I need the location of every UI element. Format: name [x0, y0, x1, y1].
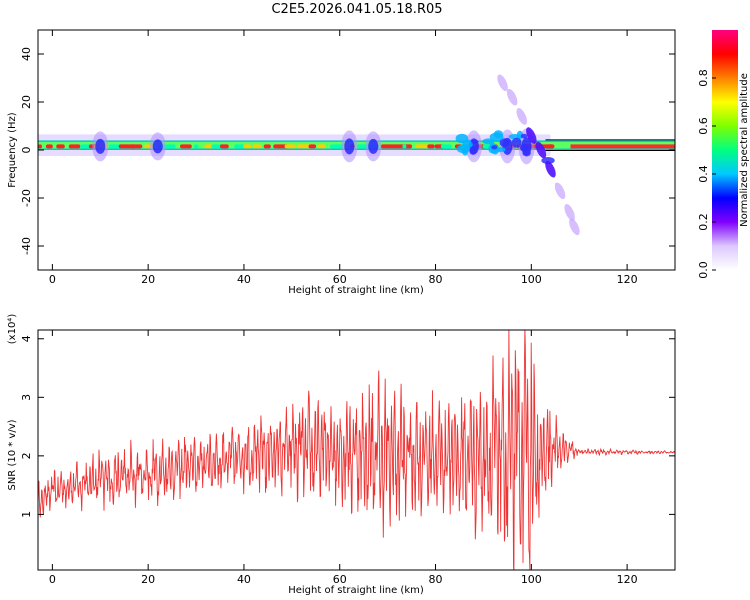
chart-title: C2E5.2026.041.05.18.R05: [271, 2, 442, 17]
spectrogram-cell: [180, 144, 192, 149]
spectrogram-x-label: Height of straight line (km): [288, 285, 424, 296]
colorbar: 0.0 0.2 0.4 0.6 0.8 Normalized spectral ampl…: [697, 30, 750, 279]
spectrogram-cell: [219, 144, 229, 149]
spectrogram-xtick-label: 20: [141, 273, 155, 286]
spectrogram-cell: [489, 132, 504, 142]
spectrogram-burst-core: [368, 138, 379, 154]
spectrogram-cell: [165, 144, 176, 149]
snr-x-axis: 0 20 40 60 80 100 120: [49, 330, 638, 586]
spectrogram-xtick-label: 0: [49, 273, 56, 286]
spectrogram-sweep-point: [569, 218, 580, 236]
spectrogram-cell: [408, 144, 413, 149]
spectrogram-cell: [68, 144, 81, 149]
spectrogram-cell: [519, 143, 528, 152]
spectrogram-xtick-label: 60: [333, 273, 347, 286]
colorbar-tick-label: 0.6: [697, 117, 710, 135]
snr-xtick-label: 40: [237, 573, 251, 586]
spectrogram-ytick-label: 0: [20, 147, 33, 154]
spectrogram-sweep-point: [554, 182, 566, 200]
snr-xtick-label: 120: [617, 573, 638, 586]
spectrogram-marks: [38, 74, 675, 236]
spectrogram-panel: 0 20 40 60 80 100 120 -40 -20 0 20 40 Height of st…: [7, 29, 676, 296]
colorbar-ticks: 0.0 0.2 0.4 0.6 0.8: [697, 69, 716, 279]
colorbar-gradient: [712, 30, 738, 270]
spectrogram-cell: [45, 144, 53, 149]
spectrogram-xtick-label: 80: [429, 273, 443, 286]
colorbar-tick-label: 0.2: [697, 213, 710, 231]
spectrogram-sweep-point: [545, 160, 556, 178]
snr-ytick-label: 2: [20, 452, 33, 459]
spectrogram-cell: [284, 144, 296, 149]
spectrogram-sweep-point: [516, 108, 527, 125]
spectrogram-cell: [546, 144, 554, 149]
spectrogram-xtick-label: 40: [237, 273, 251, 286]
spectrogram-cell: [234, 144, 246, 149]
spectrogram-cell: [317, 144, 326, 149]
spectrogram-x-axis: 0 20 40 60 80 100 120: [49, 30, 638, 286]
snr-xtick-label: 60: [333, 573, 347, 586]
spectrogram-cell: [520, 133, 528, 139]
spectrogram-cell: [252, 144, 262, 149]
colorbar-tick-label: 0.4: [697, 165, 710, 183]
spectrogram-cell: [243, 144, 252, 149]
spectrogram-y-label: Frequency (Hz): [7, 112, 18, 188]
spectrogram-cell: [193, 144, 199, 149]
spectrogram-ytick-label: -40: [20, 237, 33, 255]
spectrogram-sweep-point: [535, 141, 547, 159]
spectrogram-sweep-point: [564, 204, 575, 221]
spectrogram-xtick-label: 120: [617, 273, 638, 286]
spectrogram-ytick-label: 20: [20, 95, 33, 109]
spectrogram-xtick-label: 100: [521, 273, 542, 286]
snr-y-axis: 1 2 3 4: [20, 335, 675, 518]
spectrogram-cell: [499, 138, 510, 147]
spectrogram-sweep-point: [526, 127, 537, 144]
spectrogram-cell: [56, 144, 65, 149]
spectrogram-cell: [440, 144, 452, 149]
colorbar-label: Normalized spectral amplitude: [739, 73, 750, 227]
spectrogram-cell: [491, 145, 498, 150]
spectrogram-ytick-label: 40: [20, 47, 33, 61]
snr-x-label: Height of straight line (km): [288, 585, 424, 596]
colorbar-tick-label: 0.0: [697, 261, 710, 279]
spectrogram-cell: [471, 139, 479, 145]
snr-xtick-label: 100: [521, 573, 542, 586]
spectrogram-cell: [456, 144, 471, 154]
spectrogram-burst-core: [95, 138, 106, 154]
snr-series-line: [38, 330, 675, 570]
spectrogram-cell: [263, 144, 271, 149]
spectrogram-burst-core: [344, 138, 355, 155]
spectrogram-cell: [469, 146, 477, 155]
snr-xtick-label: 0: [49, 573, 56, 586]
snr-ytick-label: 3: [20, 394, 33, 401]
spectrogram-cell: [482, 138, 495, 145]
spectrogram-burst-core: [152, 139, 163, 154]
spectrogram-cell: [541, 156, 555, 165]
spectrogram-cell: [427, 144, 435, 149]
snr-frame: [37, 329, 676, 571]
spectrogram-ytick-label: -20: [20, 189, 33, 207]
spectrogram-cell: [496, 147, 506, 153]
spectrogram-cell: [38, 144, 43, 149]
spectrogram-cell: [511, 137, 522, 148]
snr-scale-label: (x10⁴): [7, 314, 18, 345]
snr-panel: 0 20 40 60 80 100 120 1 2 3 4 Height of straight …: [7, 314, 676, 596]
spectrogram-cell: [380, 144, 398, 149]
spectrogram-cell: [402, 144, 407, 149]
spectrogram-cell: [570, 144, 675, 149]
snr-xtick-label: 80: [429, 573, 443, 586]
spectrogram-cell: [415, 144, 430, 149]
spectrogram-cell: [455, 133, 469, 144]
spectrogram-cell: [130, 144, 143, 149]
spectrogram-cell: [308, 144, 317, 149]
snr-ytick-label: 1: [20, 511, 33, 518]
snr-xtick-label: 20: [141, 573, 155, 586]
snr-ytick-label: 4: [20, 335, 33, 342]
spectrogram-y-axis: -40 -20 0 20 40: [20, 47, 675, 255]
spectrogram-sweep-point: [506, 88, 518, 106]
spectrogram-sweep-point: [497, 74, 508, 92]
colorbar-tick-label: 0.8: [697, 69, 710, 87]
snr-y-label: SNR (10 * v/v): [7, 419, 18, 490]
spectrogram-cell: [482, 144, 490, 149]
